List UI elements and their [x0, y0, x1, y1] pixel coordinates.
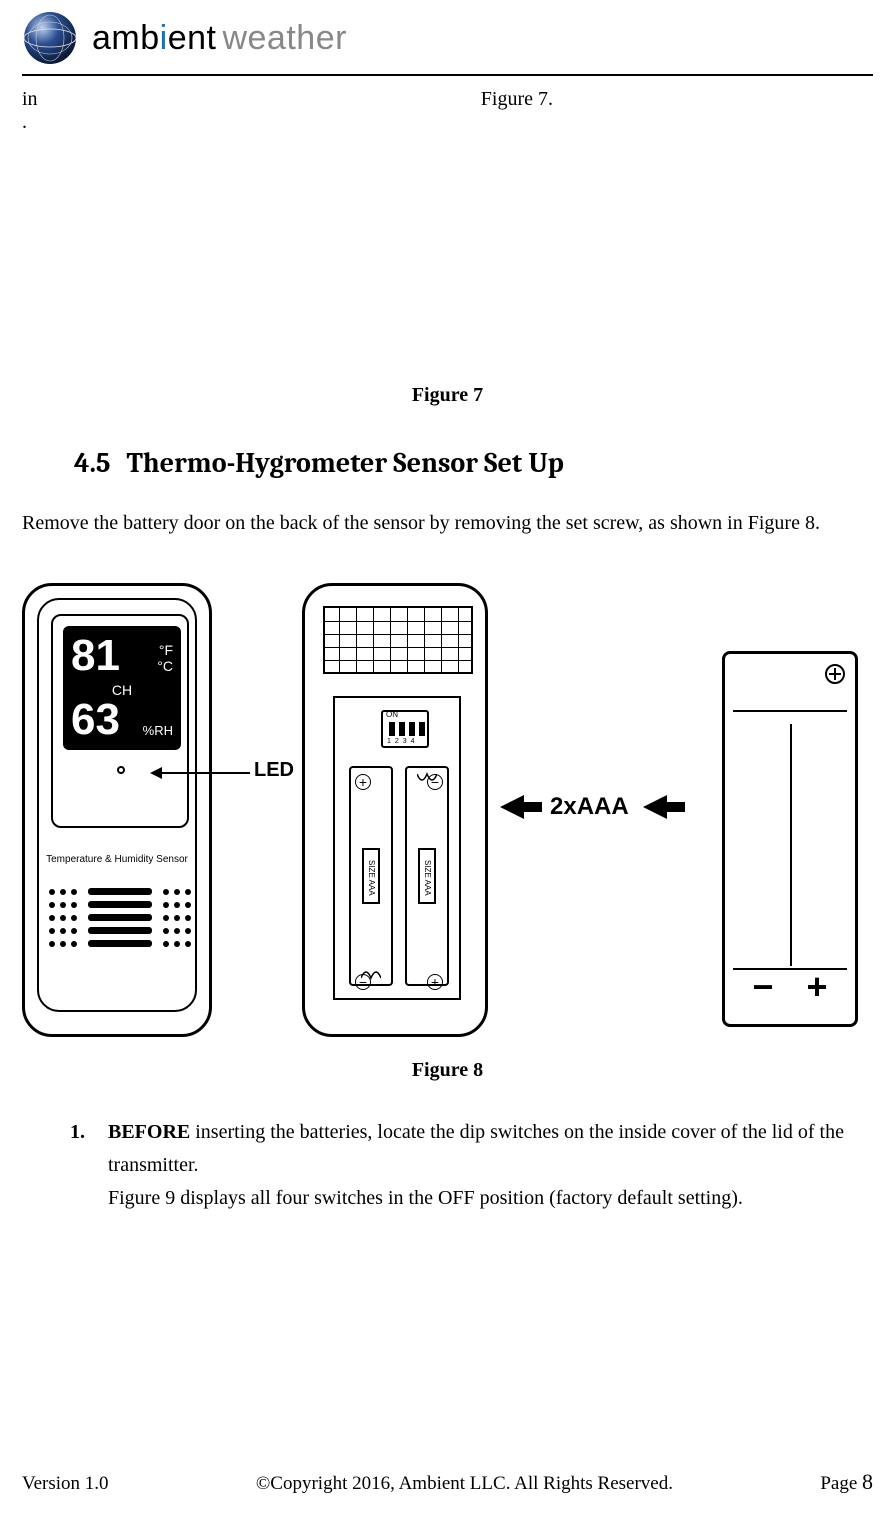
figure7-caption: Figure 7: [22, 384, 873, 407]
device-front-icon: 81 °F °C CH 63 %RH Temperature & Humidit…: [22, 583, 212, 1037]
brand-wordmark: ambientweather: [92, 19, 347, 58]
footer-copyright: ©Copyright 2016, Ambient LLC. All Rights…: [256, 1473, 673, 1495]
footer-page-label: Page: [820, 1473, 862, 1494]
battery-compartment-icon: ON 1234 + − SIZE AAA SIZE AAA − +: [333, 696, 461, 1000]
channel-chart-icon: [323, 606, 473, 674]
text-line-in-figure7: in Figure 7.: [22, 88, 873, 111]
led-label: LED: [254, 759, 294, 782]
brand-i: i: [160, 19, 168, 57]
brand-post: ent: [168, 19, 217, 57]
battery-size-label-l: SIZE AAA: [362, 848, 380, 904]
dip-switch-icon: ON 1234: [381, 710, 429, 748]
list-before-word: BEFORE: [108, 1121, 190, 1143]
footer-version: Version 1.0: [22, 1473, 109, 1495]
aaa-arrow-label: 2xAAA: [500, 793, 667, 821]
footer-page-number: 8: [862, 1469, 873, 1494]
arrow-left-icon: [500, 795, 524, 819]
lcd-temp-unit-c: °C: [157, 658, 173, 674]
list-rest-1: inserting the batteries, locate the dip …: [108, 1121, 844, 1176]
list-item-text: BEFORE inserting the batteries, locate t…: [108, 1116, 873, 1215]
lcd-hum-unit: %RH: [143, 723, 173, 738]
paragraph-1: Remove the battery door on the back of t…: [22, 503, 873, 543]
dip-numbers: 1234: [387, 738, 419, 745]
list-item: 1. BEFORE inserting the batteries, locat…: [70, 1116, 873, 1215]
text-figure7-ref: Figure 7.: [481, 88, 553, 111]
section-title-text: Thermo-Hygrometer Sensor Set Up: [126, 447, 563, 479]
device-back-icon: ON 1234 + − SIZE AAA SIZE AAA − +: [302, 583, 488, 1037]
instruction-list: 1. BEFORE inserting the batteries, locat…: [70, 1116, 873, 1215]
list-line-2: Figure 9 displays all four switches in t…: [108, 1187, 743, 1209]
text-period: .: [22, 111, 873, 134]
led-arrow-icon: [160, 772, 250, 774]
figure7-blank-area: [22, 134, 873, 384]
figure8-caption: Figure 8: [22, 1059, 873, 1082]
screw-icon: [825, 664, 845, 684]
battery-slot-right-icon: SIZE AAA: [405, 766, 449, 986]
lcd-temp-unit-f: °F: [159, 642, 173, 658]
lcd-hum: 63: [71, 698, 120, 742]
footer-page: Page 8: [820, 1469, 873, 1495]
brand-pre: amb: [92, 19, 160, 57]
dip-on-label: ON: [386, 710, 398, 719]
battery-size-label-r: SIZE AAA: [418, 848, 436, 904]
speaker-grille-icon: [49, 882, 191, 953]
lcd-display-icon: 81 °F °C CH 63 %RH: [63, 626, 181, 750]
led-dot-icon: [117, 766, 125, 774]
logo-sphere-icon: [22, 10, 78, 66]
aaa-text: 2xAAA: [550, 793, 629, 821]
section-heading: 4.5 Thermo-Hygrometer Sensor Set Up: [74, 447, 873, 479]
battery-cover-icon: − +: [722, 651, 858, 1027]
page-header: ambientweather: [22, 10, 873, 76]
figure8: 81 °F °C CH 63 %RH Temperature & Humidit…: [22, 577, 873, 1047]
cover-minus: −: [743, 966, 783, 1008]
device-front-label: Temperature & Humidity Sensor: [25, 854, 209, 865]
section-number: 4.5: [74, 447, 110, 479]
cover-plus: +: [797, 966, 837, 1008]
lcd-temp: 81: [71, 634, 120, 678]
arrow-left-icon-2: [643, 795, 667, 819]
list-item-number: 1.: [70, 1116, 90, 1215]
page-footer: Version 1.0 ©Copyright 2016, Ambient LLC…: [22, 1469, 873, 1495]
battery-slot-left-icon: SIZE AAA: [349, 766, 393, 986]
brand-weather: weather: [222, 19, 346, 57]
text-in: in: [22, 88, 38, 111]
